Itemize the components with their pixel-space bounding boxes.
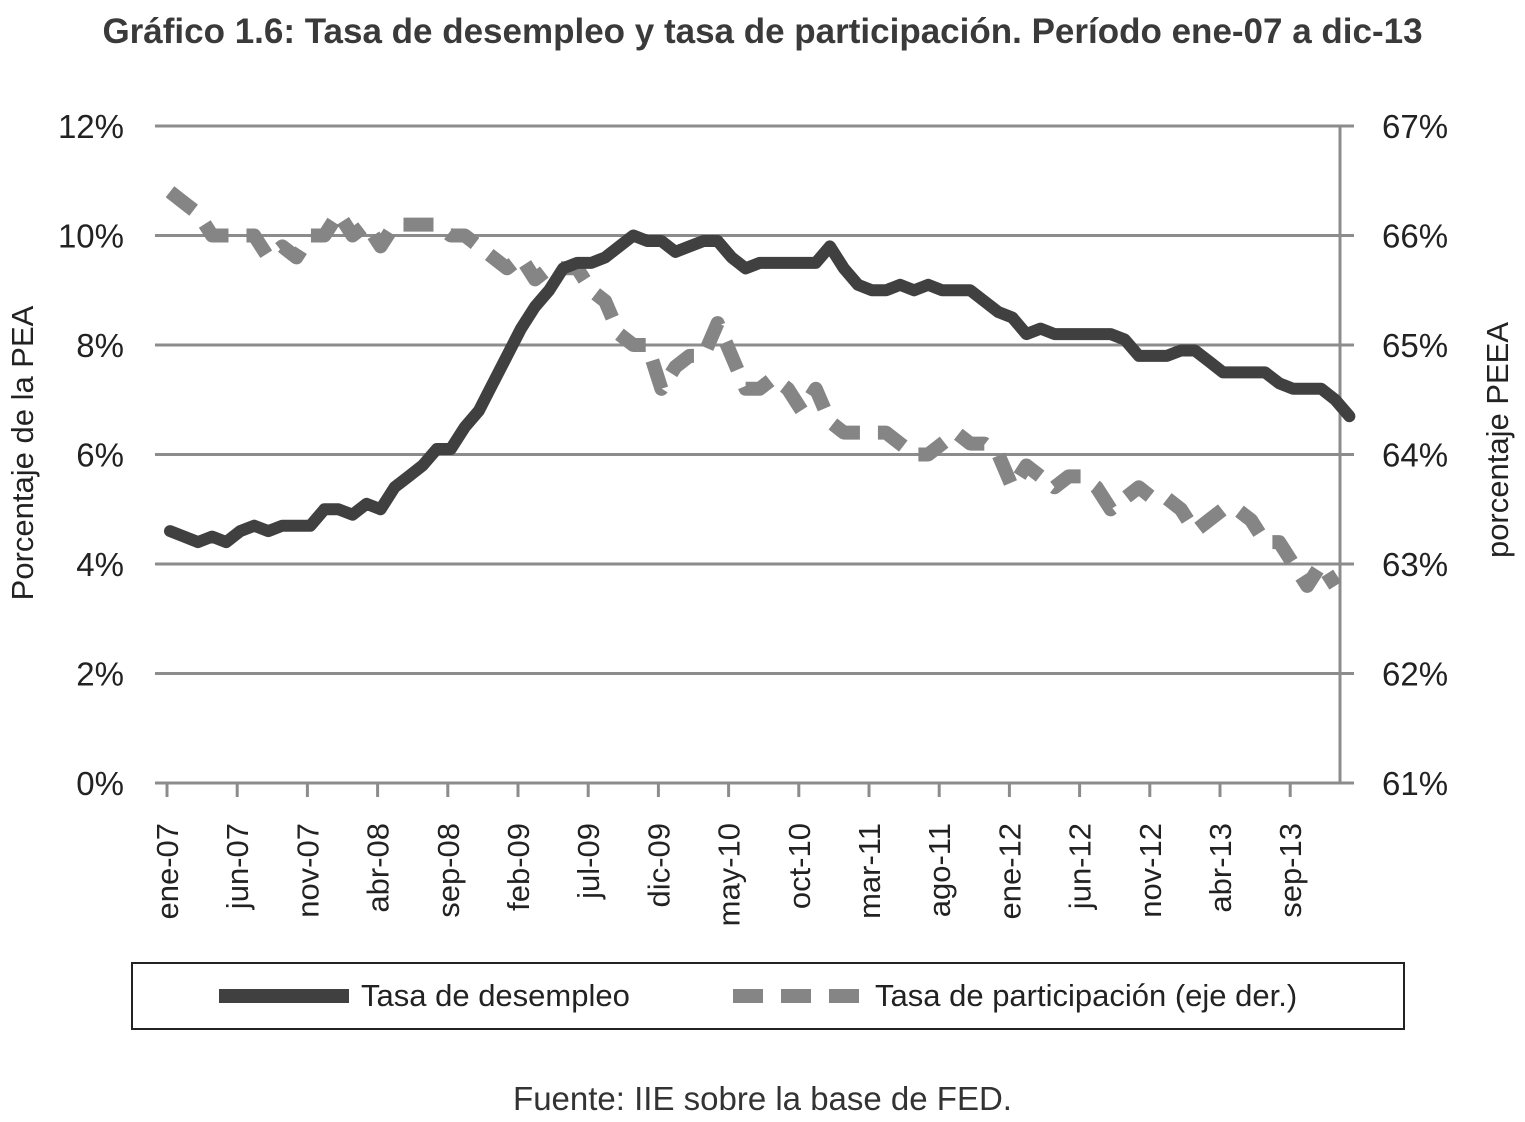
chart-title: Gráfico 1.6: Tasa de desempleo y tasa de… (102, 12, 1423, 51)
legend-item-participation: Tasa de participación (eje der.) (733, 964, 1297, 1028)
x-tick-label: sep-08 (431, 823, 466, 918)
left-axis-ticks: 0% 2% 4% 6% 8% 10% 12% (58, 108, 124, 802)
x-tick-label: oct-10 (782, 823, 817, 909)
y2-tick-label: 65% (1382, 327, 1448, 364)
axes (155, 124, 1354, 797)
series-unemployment-line (164, 229, 1356, 549)
x-tick-label: abr-08 (361, 823, 396, 913)
y-tick-label: 6% (76, 437, 124, 474)
y2-tick-label: 64% (1382, 437, 1448, 474)
y-tick-label: 0% (76, 765, 124, 802)
y2-tick-label: 66% (1382, 218, 1448, 255)
x-tick-label: ene-12 (992, 823, 1027, 920)
y2-tick-label: 61% (1382, 765, 1448, 802)
legend-swatch-solid (219, 989, 349, 1003)
legend: Tasa de desempleo Tasa de participación … (131, 962, 1405, 1030)
y2-tick-label: 63% (1382, 546, 1448, 583)
x-tick-label: mar-11 (852, 823, 887, 919)
y2-tick-label: 67% (1382, 108, 1448, 145)
series-lines (164, 186, 1356, 593)
x-tick-label: jul-09 (571, 823, 606, 900)
x-tick-label: jun-12 (1063, 823, 1098, 910)
y-tick-label: 2% (76, 656, 124, 693)
x-tick-label: ago-11 (922, 823, 957, 917)
x-tick-label: may-10 (712, 823, 747, 926)
x-axis-ticks: ene-07 jun-07 nov-07 abr-08 sep-08 feb-09 jul-… (150, 823, 1308, 926)
right-axis-ticks: 61% 62% 63% 64% 65% 66% 67% (1382, 108, 1448, 802)
chart-area: 0% 2% 4% 6% 8% 10% 12% 61% 62% 63% 64% 65% 66% 67% e… (5, 108, 1515, 926)
legend-label-unemployment: Tasa de desempleo (361, 978, 630, 1013)
gridlines (155, 124, 1340, 675)
y-axis-label: Porcentaje de la PEA (5, 305, 40, 600)
y-tick-label: 4% (76, 546, 124, 583)
x-tick-label: abr-13 (1203, 823, 1238, 913)
x-tick-label: nov-12 (1133, 823, 1168, 918)
x-tick-label: ene-07 (150, 823, 185, 920)
source-note: Fuente: IIE sobre la base de FED. (513, 1080, 1012, 1117)
legend-item-unemployment: Tasa de desempleo (219, 964, 630, 1028)
y2-tick-label: 62% (1382, 656, 1448, 693)
y-tick-label: 12% (58, 108, 124, 145)
y-tick-label: 8% (76, 327, 124, 364)
legend-swatch-dashed (733, 989, 863, 1003)
x-tick-label: sep-13 (1273, 823, 1308, 918)
legend-label-participation: Tasa de participación (eje der.) (875, 978, 1298, 1013)
y-tick-label: 10% (58, 218, 124, 255)
x-tick-label: jun-07 (220, 823, 255, 910)
x-tick-label: dic-09 (641, 823, 676, 907)
series-participation-line (165, 186, 1342, 593)
y2-axis-label: porcentaje PEEA (1480, 322, 1515, 558)
x-tick-label: nov-07 (290, 823, 325, 918)
x-tick-label: feb-09 (501, 823, 536, 911)
